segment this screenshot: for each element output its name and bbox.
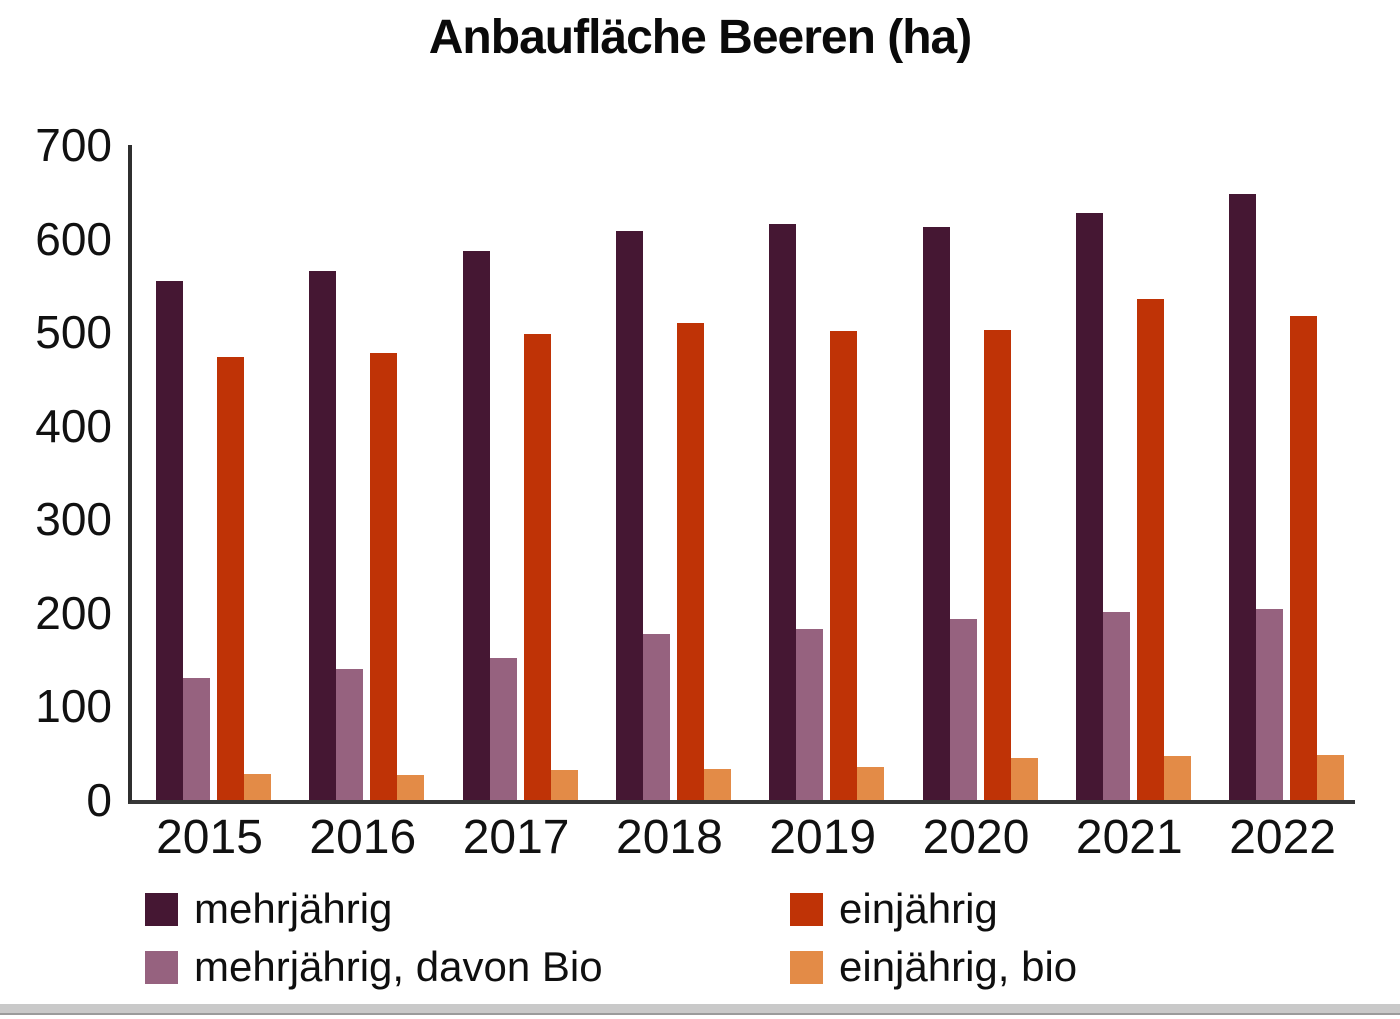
bar-einj-hrig-bio-2021: [1163, 756, 1191, 800]
plot-area: [128, 145, 1355, 804]
x-tick-label-2016: 2016: [309, 811, 417, 864]
y-tick-label-400: 400: [35, 399, 112, 452]
y-tick-label-600: 600: [35, 212, 112, 265]
legend-swatch-einjaehrig: [790, 892, 823, 926]
bar-einj-hrig-2021: [1136, 299, 1164, 800]
legend-swatch-mehrjaehrig-bio: [145, 950, 178, 984]
legend-label-mehrjaehrig-bio: mehrjährig, davon Bio: [194, 943, 603, 990]
legend-swatch-einjaehrig-bio: [790, 950, 823, 984]
x-tick-label-2017: 2017: [462, 811, 570, 864]
bar-einj-hrig-bio-2020: [1010, 758, 1038, 800]
bar-einj-hrig-2016: [370, 353, 398, 800]
bar-einj-hrig-bio-2017: [550, 770, 578, 800]
y-tick-label-700: 700: [35, 119, 112, 171]
bar-mehrj-hrig-davon-bio-2022: [1256, 609, 1284, 800]
x-tick-label-2022: 2022: [1229, 811, 1336, 864]
y-axis-tick-labels: 0 100 200 300 400 500 600 700: [0, 122, 112, 823]
bar-einj-hrig-2020: [983, 330, 1011, 800]
bar-mehrj-hrig-2021: [1075, 213, 1103, 800]
legend-item-mehrjaehrig: mehrjährig: [145, 888, 392, 930]
bar-einj-hrig-bio-2019: [857, 767, 885, 800]
bar-einj-hrig-bio-2018: [703, 769, 731, 800]
bar-mehrj-hrig-2022: [1229, 194, 1257, 800]
bar-mehrj-hrig-davon-bio-2017: [489, 658, 517, 800]
bar-einj-hrig-2017: [523, 334, 551, 800]
legend-label-einjaehrig: einjährig: [839, 885, 998, 932]
x-tick-label-2018: 2018: [616, 811, 723, 864]
legend-item-mehrjaehrig-bio: mehrjährig, davon Bio: [145, 946, 603, 988]
x-tick-label-2015: 2015: [156, 811, 263, 864]
chart-title: Anbaufläche Beeren (ha): [428, 11, 972, 64]
legend-label-mehrjaehrig: mehrjährig: [194, 885, 393, 932]
bar-mehrj-hrig-2015: [156, 281, 183, 800]
bar-mehrj-hrig-davon-bio-2015: [183, 678, 210, 800]
x-tick-label-2021: 2021: [1075, 811, 1183, 864]
bottom-divider: [0, 1004, 1400, 1015]
x-axis-tick-labels: 2015 2016 2017 2018 2019 2020 2021 2022: [128, 814, 1351, 874]
y-tick-label-300: 300: [35, 493, 112, 546]
bar-mehrj-hrig-2018: [615, 231, 643, 800]
bar-einj-hrig-bio-2022: [1317, 755, 1345, 800]
bar-mehrj-hrig-davon-bio-2018: [642, 634, 670, 800]
bar-mehrj-hrig-davon-bio-2019: [796, 629, 824, 800]
bar-einj-hrig-2022: [1290, 316, 1318, 800]
y-tick-label-0: 0: [86, 774, 112, 826]
bar-mehrj-hrig-2017: [462, 251, 490, 800]
y-tick-label-100: 100: [35, 680, 112, 733]
legend-item-einjaehrig: einjährig: [790, 888, 998, 930]
x-tick-label-2019: 2019: [769, 811, 877, 864]
y-tick-label-200: 200: [35, 586, 112, 639]
bar-einj-hrig-bio-2015: [244, 774, 271, 800]
bar-mehrj-hrig-2016: [309, 271, 337, 800]
bar-einj-hrig-2018: [676, 323, 704, 800]
bar-einj-hrig-2015: [217, 357, 244, 800]
bar-mehrj-hrig-2020: [922, 227, 950, 800]
legend-label-einjaehrig-bio: einjährig, bio: [839, 943, 1078, 990]
bar-einj-hrig-2019: [830, 331, 858, 800]
bar-mehrj-hrig-davon-bio-2021: [1102, 612, 1130, 800]
bar-mehrj-hrig-2019: [769, 224, 797, 800]
x-tick-label-2020: 2020: [922, 811, 1030, 864]
bar-einj-hrig-bio-2016: [397, 775, 425, 800]
legend-item-einjaehrig-bio: einjährig, bio: [790, 946, 1077, 988]
legend-swatch-mehrjaehrig: [145, 892, 178, 926]
y-tick-label-500: 500: [35, 306, 112, 359]
bar-mehrj-hrig-davon-bio-2016: [336, 669, 364, 800]
bar-mehrj-hrig-davon-bio-2020: [949, 619, 977, 800]
